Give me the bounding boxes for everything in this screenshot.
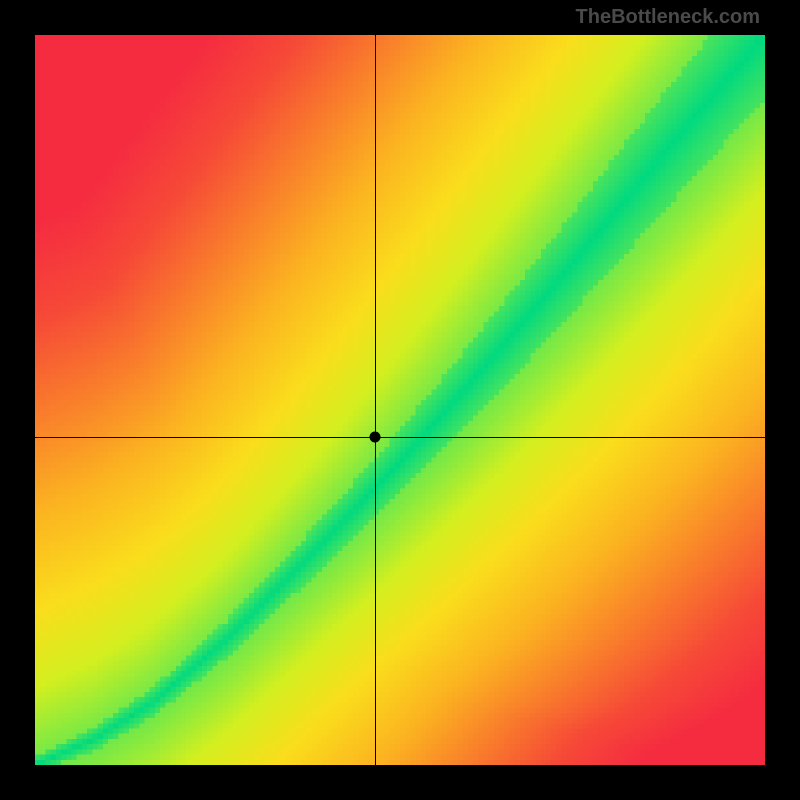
crosshair-marker — [370, 431, 381, 442]
plot-area — [35, 35, 765, 765]
attribution-text: TheBottleneck.com — [576, 6, 760, 29]
crosshair-vertical — [375, 35, 376, 765]
crosshair-horizontal — [35, 437, 765, 438]
bottleneck-heatmap — [35, 35, 765, 765]
figure-root: TheBottleneck.com — [0, 0, 800, 800]
